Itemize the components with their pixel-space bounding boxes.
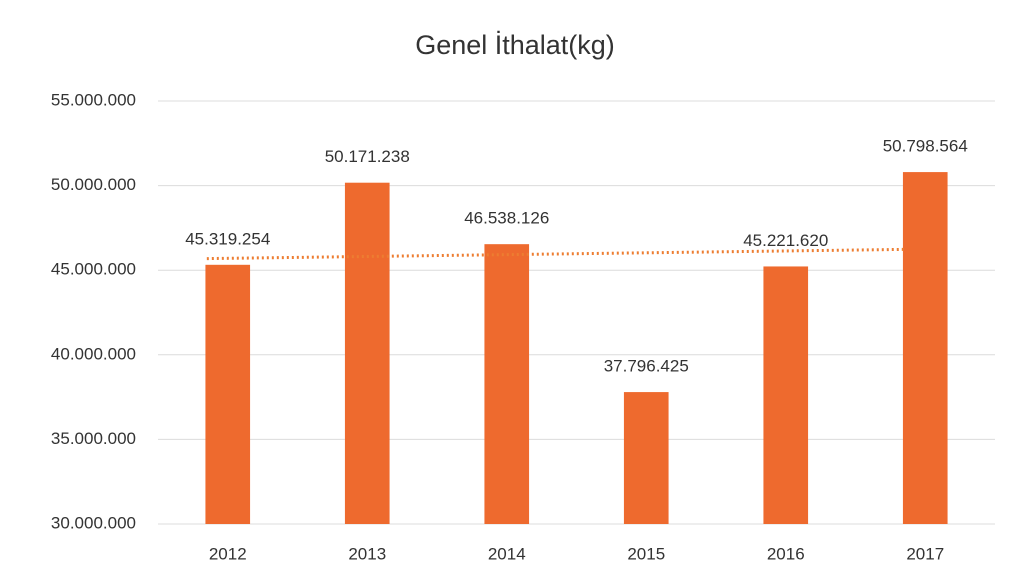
x-tick-label: 2015 xyxy=(627,544,665,563)
chart-title: Genel İthalat(kg) xyxy=(415,29,615,60)
y-tick-label: 40.000.000 xyxy=(51,344,136,363)
x-tick-label: 2013 xyxy=(348,544,386,563)
y-tick-label: 30.000.000 xyxy=(51,513,136,532)
bar xyxy=(902,172,948,524)
bar xyxy=(484,244,530,524)
data-label: 45.221.620 xyxy=(743,231,828,250)
data-label: 45.319.254 xyxy=(185,229,270,248)
y-tick-label: 45.000.000 xyxy=(51,260,136,279)
data-label: 50.798.564 xyxy=(883,137,968,156)
data-label: 37.796.425 xyxy=(604,357,689,376)
bar xyxy=(763,266,809,524)
y-tick-label: 55.000.000 xyxy=(51,90,136,109)
x-tick-label: 2014 xyxy=(488,544,526,563)
x-tick-label: 2012 xyxy=(209,544,247,563)
x-tick-label: 2016 xyxy=(767,544,805,563)
y-tick-label: 35.000.000 xyxy=(51,429,136,448)
y-tick-label: 50.000.000 xyxy=(51,175,136,194)
bar xyxy=(623,392,669,524)
bar xyxy=(205,264,251,524)
bar xyxy=(344,182,390,525)
data-label: 50.171.238 xyxy=(325,147,410,166)
data-label: 46.538.126 xyxy=(464,209,549,228)
x-tick-label: 2017 xyxy=(906,544,944,563)
trendline xyxy=(206,247,905,261)
